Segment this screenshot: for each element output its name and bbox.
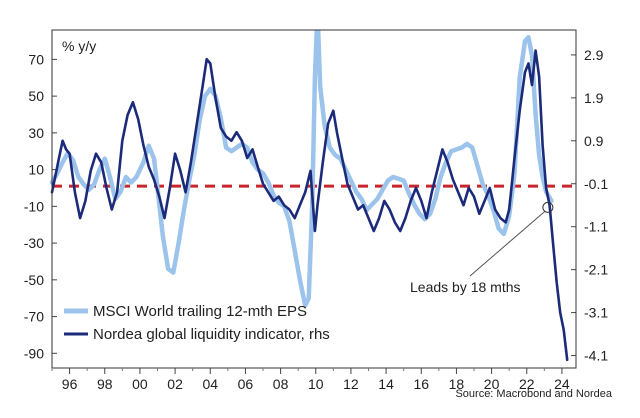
x-tick-label: 24: [554, 376, 570, 392]
right-tick-label: 0.9: [584, 133, 604, 149]
annotation-leader-line: [469, 210, 546, 277]
x-tick-label: 10: [308, 376, 324, 392]
left-tick-label: -30: [24, 235, 44, 251]
right-tick-label: -2.1: [584, 262, 608, 278]
x-tick-label: 04: [202, 376, 218, 392]
annotation: Leads by 18 mths: [410, 201, 554, 295]
left-tick-label: 70: [28, 51, 44, 67]
unit-label: % y/y: [62, 38, 96, 54]
right-axis-ticks: 2.9 1.9 0.9 -0.1 -1.1 -2.1 -3.1 -4.1: [571, 47, 608, 364]
series-line-msci-eps: [49, 9, 554, 308]
right-tick-label: 2.9: [584, 47, 604, 63]
left-tick-label: 10: [28, 162, 44, 178]
series-layer: [49, 9, 569, 362]
x-tick-label: 14: [378, 376, 394, 392]
x-tick-label: 12: [343, 376, 359, 392]
source-note: Source: Macrobond and Nordea: [455, 388, 612, 400]
annotation-text: Leads by 18 mths: [410, 279, 521, 295]
x-tick-label: 00: [132, 376, 148, 392]
x-tick-label: 20: [484, 376, 500, 392]
x-tick-label: 18: [449, 376, 465, 392]
annotation-marker: [542, 201, 554, 213]
plot-border: [51, 29, 577, 369]
left-axis-ticks: 70 50 30 10 -10 -30 -50 -70 -90: [24, 51, 57, 361]
x-tick-label: 96: [62, 376, 78, 392]
plot-frame: [0, 0, 640, 369]
right-tick-label: -1.1: [584, 219, 608, 235]
legend: MSCI World trailing 12-mth EPS Nordea gl…: [64, 303, 330, 343]
left-tick-label: -90: [24, 345, 44, 361]
x-tick-label: 02: [167, 376, 183, 392]
x-tick-label: 06: [238, 376, 254, 392]
right-tick-label: -3.1: [584, 305, 608, 321]
left-tick-label: -50: [24, 272, 44, 288]
left-tick-label: 50: [28, 88, 44, 104]
top-mask: [0, 0, 640, 30]
x-tick-label: 98: [97, 376, 113, 392]
left-tick-label: -10: [24, 198, 44, 214]
left-tick-label: 30: [28, 125, 44, 141]
right-tick-label: -0.1: [584, 176, 608, 192]
legend-label-msci: MSCI World trailing 12-mth EPS: [93, 303, 307, 320]
x-tick-label: 08: [273, 376, 289, 392]
x-axis: 96 98 00 02 04 06 08 10 12 14 16 18 20 22 24: [51, 368, 570, 392]
right-tick-label: -4.1: [584, 348, 608, 364]
legend-label-nordea: Nordea global liquidity indicator, rhs: [93, 326, 330, 343]
x-tick-label: 22: [519, 376, 535, 392]
x-tick-label: 16: [413, 376, 429, 392]
left-tick-label: -70: [24, 309, 44, 325]
right-tick-label: 1.9: [584, 90, 604, 106]
series-line-nordea-liquidity: [50, 49, 569, 362]
